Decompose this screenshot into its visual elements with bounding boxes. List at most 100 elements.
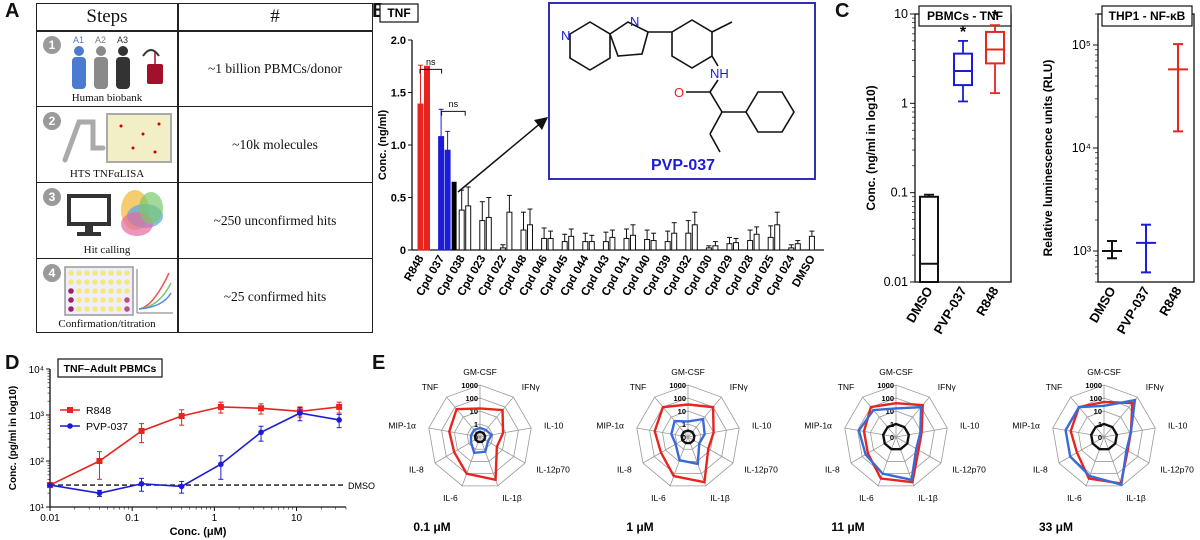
x-tick-label: R848 xyxy=(1156,284,1185,318)
y-tick-label: 10⁵ xyxy=(1072,38,1091,52)
radar-series xyxy=(1089,422,1119,451)
bar xyxy=(561,241,568,251)
box xyxy=(919,195,939,283)
atom-label: O xyxy=(674,85,684,100)
y-tick-label: 1 xyxy=(901,96,908,110)
plate-well xyxy=(92,288,98,294)
bar xyxy=(753,233,760,251)
bar xyxy=(747,240,754,251)
radar-series xyxy=(469,426,494,455)
pvp-037-structure-drawing: N N NH O PVP-037 xyxy=(561,14,795,174)
y-tick-label: 10² xyxy=(30,457,45,468)
radar-axis-label: IL-6 xyxy=(1067,493,1082,503)
radar-chart-label: 33 μM xyxy=(1039,520,1073,534)
bar xyxy=(664,241,671,251)
plate-well xyxy=(84,270,90,276)
data-point xyxy=(96,458,103,464)
y-tick-label: 0 xyxy=(400,245,406,257)
chart-title-box xyxy=(379,3,419,23)
x-tick-label: DMSO xyxy=(903,284,935,325)
bar xyxy=(506,211,513,251)
legend-label: PVP-037 xyxy=(86,421,128,433)
y-axis-label: Conc. (ng/ml in log10) xyxy=(864,85,878,210)
x-tick-label: 10 xyxy=(291,513,303,524)
bar xyxy=(541,237,548,251)
radar-series xyxy=(448,407,505,482)
plate-well xyxy=(76,270,82,276)
chart-title: TNF–Adult PBMCs xyxy=(64,363,157,375)
plate-well xyxy=(108,297,114,303)
radar-spoke xyxy=(1058,436,1105,464)
donor-label: A1 xyxy=(73,35,84,45)
radar-spoke xyxy=(687,436,734,464)
bar xyxy=(582,241,589,251)
significance-label: ns xyxy=(449,99,459,109)
significance-bracket xyxy=(441,110,466,116)
plate-well xyxy=(76,288,82,294)
radar-axis-label: IL-12p70 xyxy=(1160,465,1194,475)
chart-title-box xyxy=(918,5,1012,27)
radar-spoke xyxy=(461,436,481,487)
box xyxy=(953,52,973,87)
radar-spoke xyxy=(1070,396,1105,438)
bar xyxy=(712,245,719,251)
data-point xyxy=(336,417,342,423)
step-value: ~250 unconfirmed hits xyxy=(213,213,337,228)
plate-well xyxy=(100,288,106,294)
radar-tick-label: 10 xyxy=(1094,407,1102,416)
structure-label: PVP-037 xyxy=(651,157,715,174)
step-caption: Confirmation/titration xyxy=(58,318,156,330)
bar xyxy=(417,103,424,251)
radar-tick-label: 100 xyxy=(465,394,478,403)
plate-well xyxy=(124,288,130,294)
data-point xyxy=(178,413,185,420)
radar-axis-label: TNF xyxy=(630,382,647,392)
series-line xyxy=(49,406,340,486)
thp1-nfkb-plot: 10³ 10⁴ 10⁵ Relative luminescence units (RL… xyxy=(1041,5,1195,337)
radar-tick-label: 1000 xyxy=(1085,381,1102,390)
panel-label-c: C xyxy=(835,0,850,22)
radar-axis-label: IL-6 xyxy=(651,493,666,503)
radar-spoke xyxy=(862,396,897,438)
radar-axis-label: IL-8 xyxy=(825,465,840,475)
radar-tick-label: 1000 xyxy=(877,381,894,390)
radar-series xyxy=(881,422,911,451)
radar-axis-label: IFNγ xyxy=(730,382,749,392)
plate-well xyxy=(84,279,90,285)
legend-label: R848 xyxy=(86,405,111,417)
biobank-people-icon: A1 A2 A3 xyxy=(72,35,163,89)
radar-axis-label: IL-10 xyxy=(752,421,772,431)
plate-well xyxy=(108,306,114,312)
bar xyxy=(733,242,739,251)
plate-well xyxy=(84,306,90,312)
table-row-divider xyxy=(37,106,372,107)
table-header-divider xyxy=(37,30,372,32)
hit-calling-icon xyxy=(67,190,163,236)
bar xyxy=(609,236,616,251)
bar xyxy=(479,220,486,251)
radar-tick-label: 100 xyxy=(1089,394,1102,403)
radar-spoke xyxy=(669,436,689,487)
step-value: ~25 confirmed hits xyxy=(223,289,327,304)
radar-series xyxy=(670,417,706,466)
y-tick-label: 0.01 xyxy=(884,275,908,289)
box xyxy=(985,30,1005,65)
x-tick-label: 0.1 xyxy=(125,513,139,524)
radar-axis-label: IFNγ xyxy=(1146,382,1165,392)
table-column-divider xyxy=(177,4,179,332)
radar-series xyxy=(680,429,696,445)
plate-well xyxy=(100,306,106,312)
y-tick-label: 2.0 xyxy=(391,35,406,47)
data-point xyxy=(258,405,265,412)
radar-axis-label: IL-12p70 xyxy=(536,465,570,475)
bar xyxy=(788,247,795,251)
radar-spoke xyxy=(1103,436,1123,487)
bar xyxy=(547,237,554,251)
step-caption: Human biobank xyxy=(71,92,143,104)
significance-mark: * xyxy=(960,24,967,41)
atom-label: N xyxy=(630,14,639,29)
y-tick-label: 10 xyxy=(894,7,908,21)
chart-title: TNF xyxy=(387,6,410,20)
radar-tick-label: 0 xyxy=(890,433,894,442)
plate-well xyxy=(116,279,122,285)
